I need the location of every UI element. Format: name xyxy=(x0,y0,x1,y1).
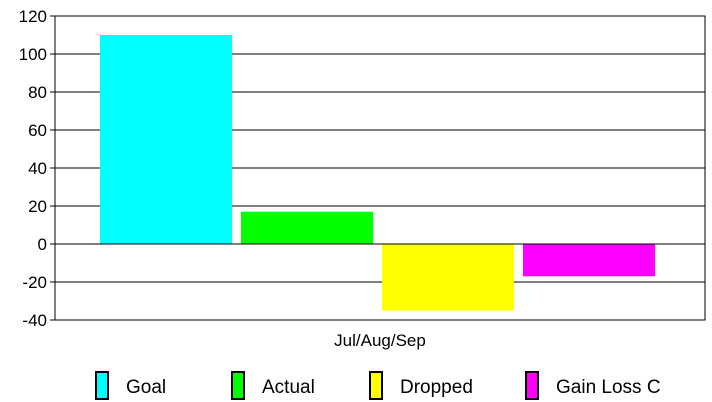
bar xyxy=(523,244,655,277)
y-tick-label: 80 xyxy=(28,83,47,102)
legend-label: Actual xyxy=(262,377,315,398)
legend-swatch xyxy=(231,371,245,400)
bar xyxy=(100,35,232,244)
y-tick-label: -40 xyxy=(22,311,47,330)
x-axis-tick-label: Jul/Aug/Sep xyxy=(334,331,426,350)
y-tick-label: 20 xyxy=(28,197,47,216)
legend-label: Gain Loss C xyxy=(556,377,661,398)
y-axis-tick-labels: -40 -20 0 20 40 60 80 100 120 xyxy=(19,7,47,330)
y-tick-label: 60 xyxy=(28,121,47,140)
legend-swatch xyxy=(95,371,109,400)
y-tick-label: 120 xyxy=(19,7,47,26)
y-tick-label: 0 xyxy=(38,235,47,254)
legend-swatch xyxy=(525,371,539,400)
legend-swatch xyxy=(369,371,383,400)
legend-label: Dropped xyxy=(400,377,473,398)
legend-label: Goal xyxy=(126,377,166,398)
y-tick-label: 40 xyxy=(28,159,47,178)
y-tick-label: 100 xyxy=(19,45,47,64)
bar xyxy=(241,211,373,244)
bars xyxy=(100,35,655,311)
legend: Goal Actual Dropped Gain Loss C xyxy=(95,371,661,400)
bar xyxy=(382,244,514,311)
y-tick-label: -20 xyxy=(22,273,47,292)
